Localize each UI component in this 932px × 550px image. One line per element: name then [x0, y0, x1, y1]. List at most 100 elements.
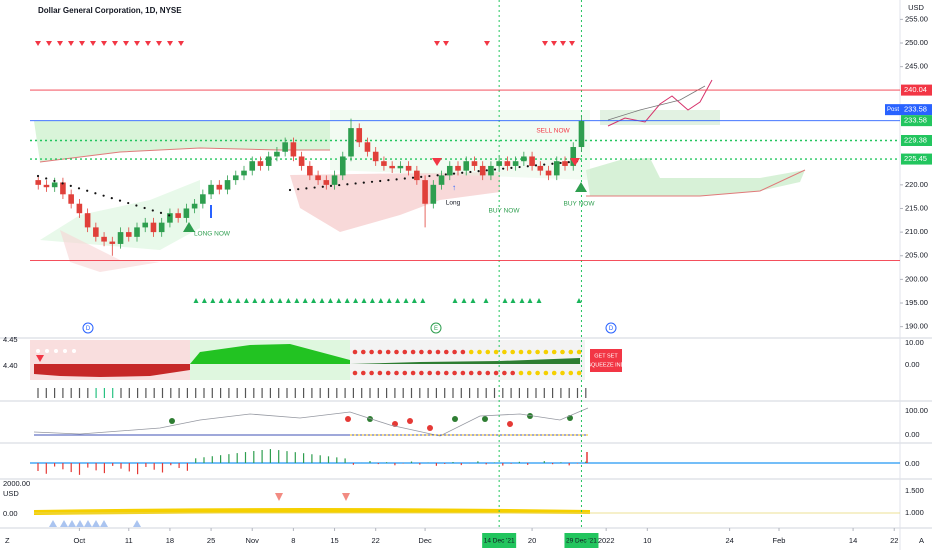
candle-body — [545, 170, 552, 176]
signal-down — [275, 493, 283, 501]
candle-body — [101, 236, 107, 242]
candle-body — [125, 232, 132, 237]
candle-body — [257, 161, 264, 166]
candle-body — [381, 161, 387, 166]
pane-left-label: 4.40 — [3, 361, 18, 370]
signal-up — [378, 298, 384, 303]
signal-up — [183, 222, 195, 232]
candle-body — [471, 161, 478, 166]
dot — [352, 370, 358, 376]
candle-body — [438, 175, 445, 185]
candle-body — [183, 208, 190, 218]
pane-right-label: 0.00 — [905, 360, 920, 369]
psar-dot — [127, 201, 130, 205]
currency: USD — [908, 3, 924, 12]
dot — [485, 370, 491, 376]
psar-dot — [452, 172, 456, 175]
psar-dot — [395, 178, 398, 181]
x-tick-label: 11 — [125, 536, 133, 545]
candle-body — [134, 227, 140, 237]
candle-body — [43, 184, 50, 188]
osc-dot — [527, 413, 533, 419]
dot — [468, 370, 474, 376]
signal-up — [76, 520, 84, 527]
arrow-icon: ↑ — [452, 183, 456, 192]
dot — [460, 370, 466, 376]
candle-body — [529, 156, 535, 166]
signal-up — [327, 298, 333, 303]
signal-up — [193, 298, 199, 303]
dot — [419, 370, 424, 376]
signal-down — [551, 41, 557, 46]
dot — [352, 349, 358, 355]
dot — [385, 370, 391, 376]
x-tick-label: 2022 — [598, 536, 615, 545]
x-tick-label: 10 — [643, 536, 651, 545]
x-tick-label: 22 — [372, 536, 380, 545]
signal-down — [569, 41, 575, 46]
price-tag-label: 225.45 — [904, 154, 927, 163]
marker-label-bg — [482, 533, 517, 548]
signal — [36, 355, 44, 362]
osc-dot — [345, 416, 351, 422]
psar-dot — [469, 170, 472, 174]
psar-dot — [567, 161, 570, 164]
signal-up — [519, 298, 525, 303]
psar-dot — [436, 174, 439, 177]
candle-body — [191, 203, 198, 209]
dot — [560, 370, 565, 376]
psar-dot — [387, 179, 390, 182]
dot — [361, 370, 366, 376]
dot — [535, 370, 540, 376]
signal-up — [502, 298, 508, 303]
price-tag-label: 233.58 — [904, 116, 927, 125]
psar-dot — [559, 161, 562, 165]
dot — [576, 370, 582, 376]
corner-left[interactable]: Z — [5, 536, 10, 545]
annotation: SELL NOW — [536, 128, 570, 135]
psar-dot — [102, 194, 105, 197]
price-tag — [901, 84, 932, 96]
signal-up — [311, 298, 317, 303]
signal-up — [344, 298, 350, 303]
price-tag — [901, 104, 932, 116]
signal-up — [361, 298, 367, 303]
signal-down — [101, 41, 107, 46]
dot — [551, 370, 557, 376]
dot — [510, 349, 515, 355]
signal-up — [510, 298, 516, 303]
price-tag-label: 233.58 — [904, 105, 927, 114]
event-label: D — [609, 326, 614, 332]
psar-dot — [305, 187, 308, 190]
psar-dot — [321, 185, 324, 188]
price-tag — [901, 134, 932, 146]
dot — [460, 349, 466, 355]
y-tick-label: 215.00 — [905, 203, 928, 212]
pane-4 — [37, 449, 588, 475]
cloud-edge — [586, 169, 806, 197]
candle-body — [84, 213, 91, 228]
signal-up — [92, 520, 100, 527]
candle-body — [68, 194, 74, 204]
signal-up — [411, 298, 417, 303]
corner-right[interactable]: A — [919, 536, 924, 545]
y-tick-label: 190.00 — [905, 322, 928, 331]
event-label: D — [86, 326, 91, 332]
psar-dot — [346, 183, 349, 186]
candle-body — [430, 184, 437, 204]
signal-down — [123, 41, 129, 46]
band — [600, 110, 720, 125]
price-tag-name: Post — [887, 107, 899, 113]
psar-dot — [288, 188, 292, 192]
pane-left-label: USD — [3, 489, 19, 498]
dot — [435, 370, 441, 376]
psar-dot — [151, 209, 154, 212]
candle-body — [60, 182, 66, 195]
candle-body — [167, 213, 173, 223]
psar-dot — [313, 186, 316, 189]
x-tick-label: 18 — [166, 536, 174, 545]
candle-body — [488, 165, 494, 176]
dot — [377, 349, 383, 355]
signal-down — [178, 41, 184, 46]
